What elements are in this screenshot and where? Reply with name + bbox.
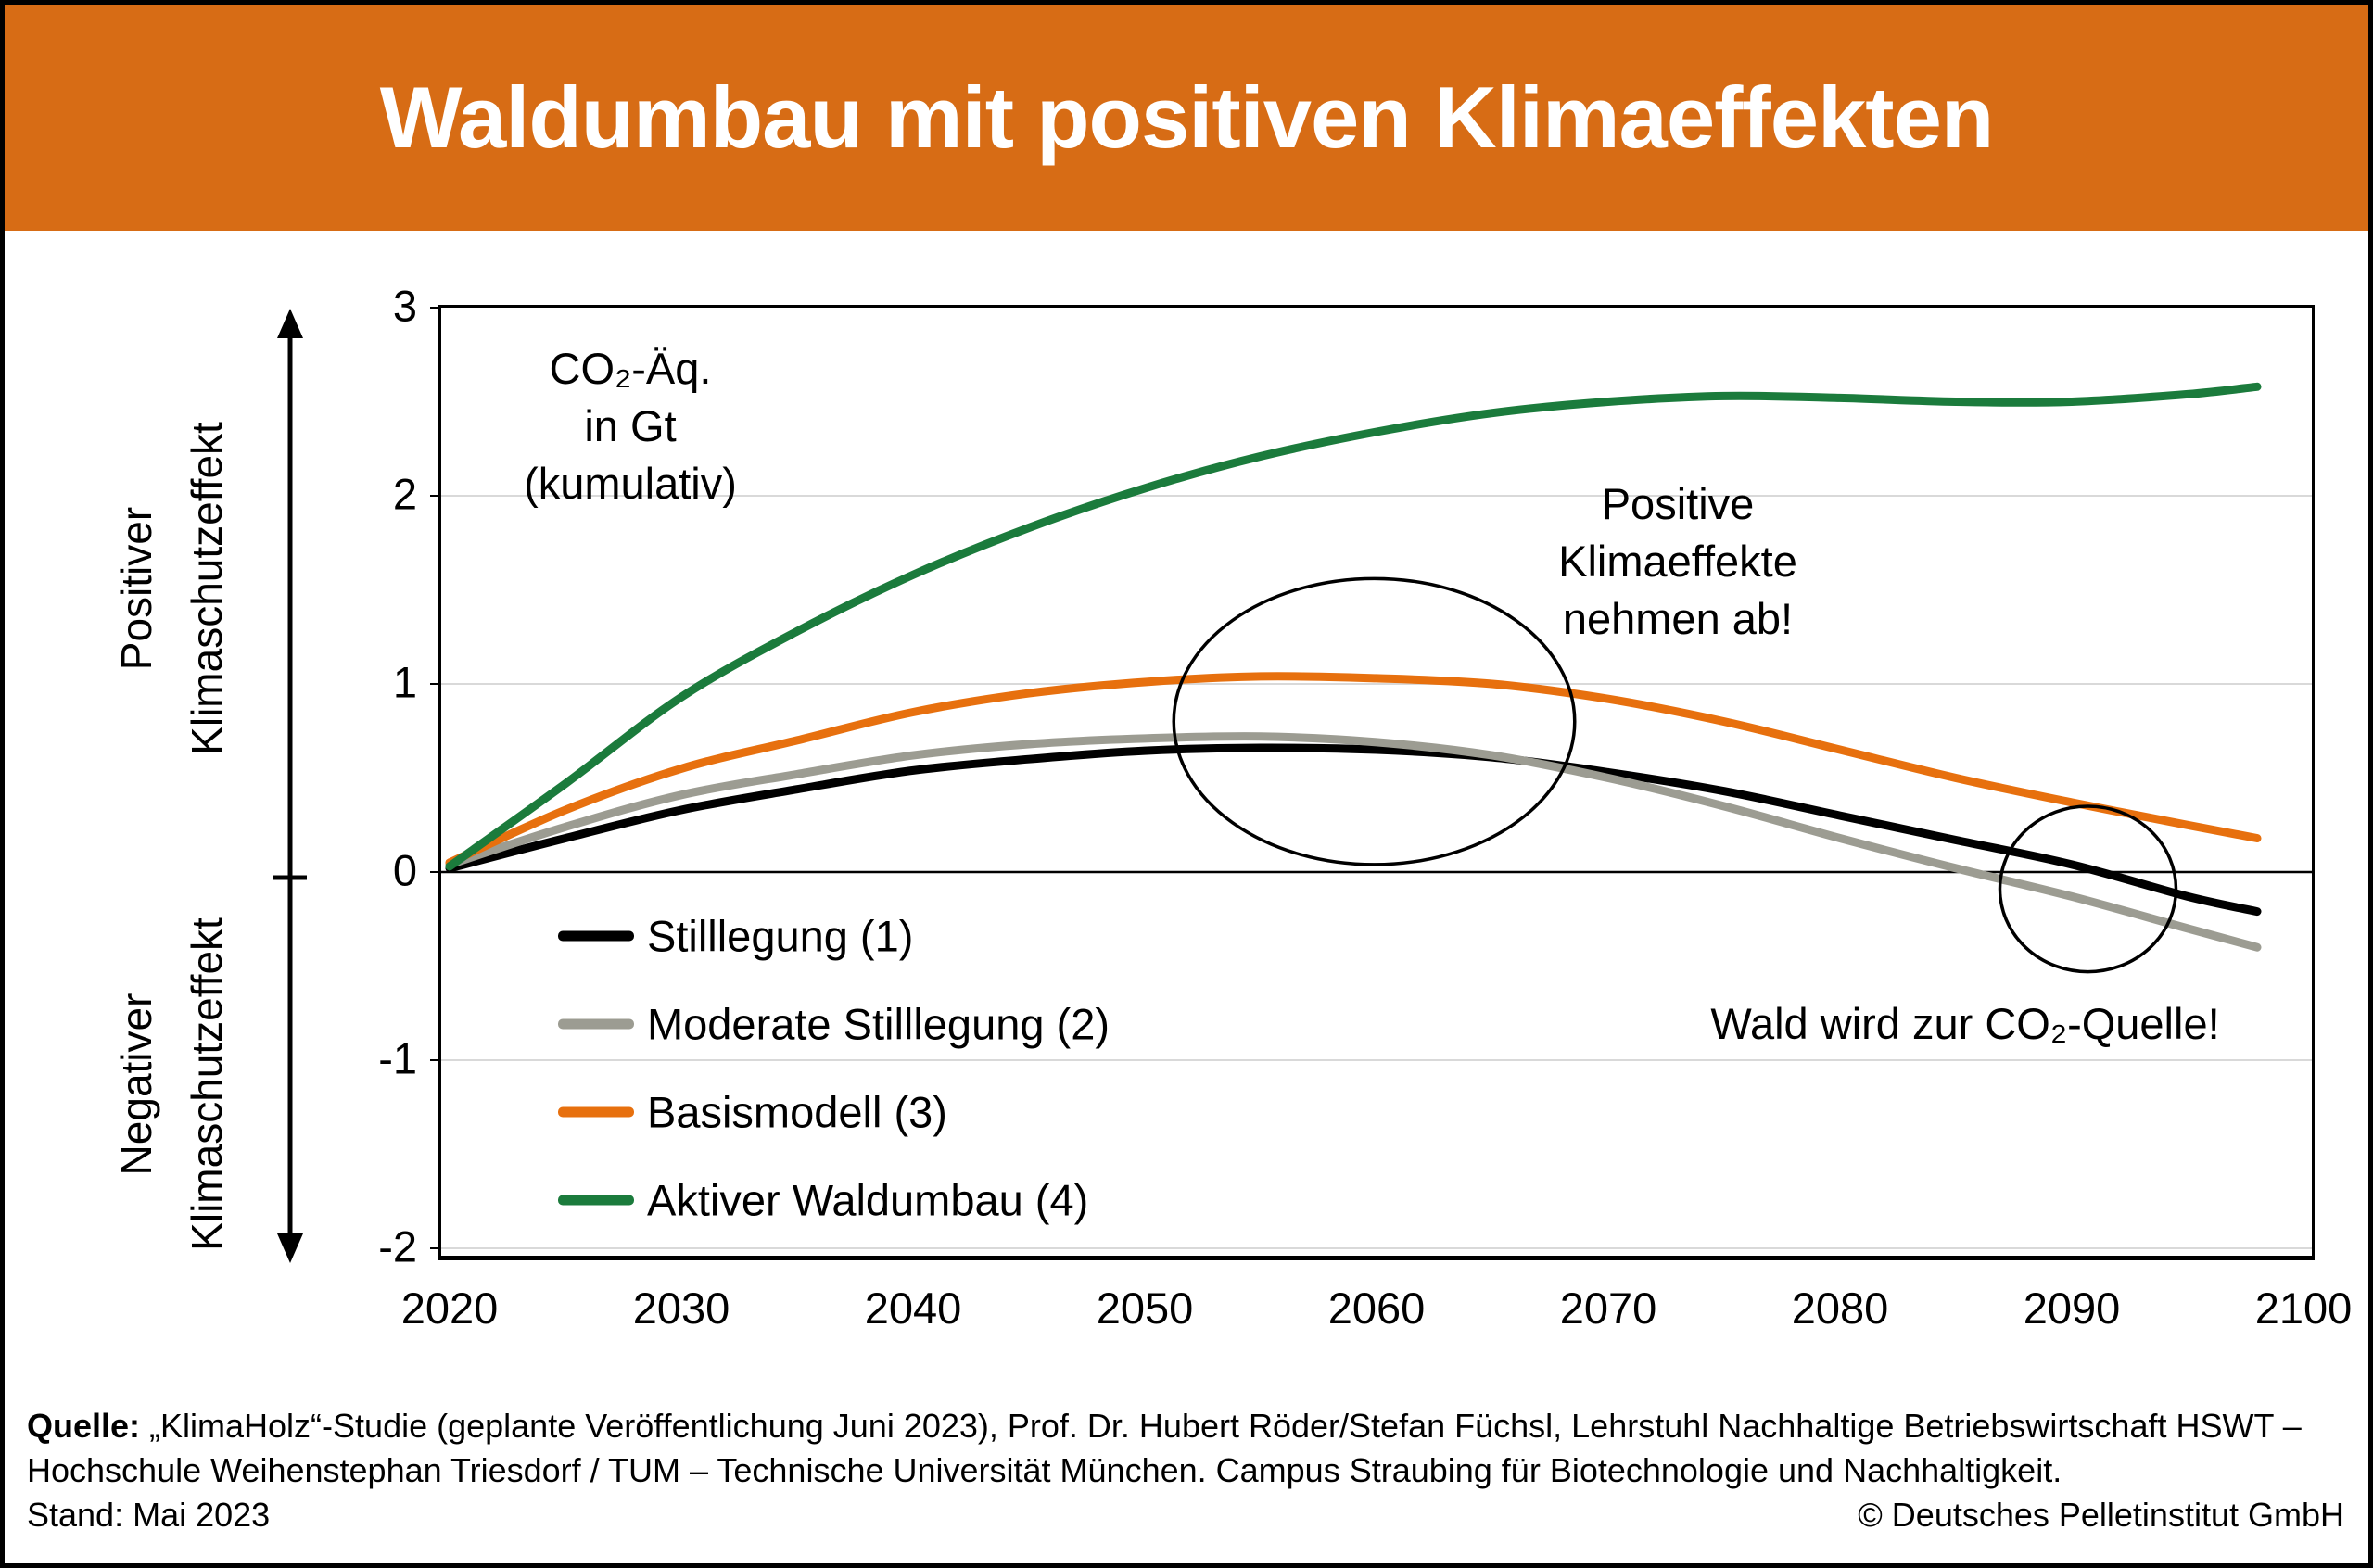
y-tick--2: -2 — [378, 1221, 417, 1271]
x-tick-2020: 2020 — [400, 1283, 499, 1333]
source-line-1: Quelle: „KlimaHolz“-Studie (geplante Ver… — [27, 1407, 2302, 1445]
x-tick-2080: 2080 — [1791, 1283, 1889, 1333]
legend-label: Basismodell (3) — [647, 1087, 947, 1137]
copyright: © Deutsches Pelletinstitut GmbH — [1858, 1496, 2344, 1534]
x-tick-2050: 2050 — [1096, 1283, 1194, 1333]
y-tickmark — [430, 1059, 441, 1061]
x-tick-2070: 2070 — [1559, 1283, 1657, 1333]
y-tickmark — [430, 871, 441, 873]
legend-label: Moderate Stilllegung (2) — [647, 999, 1110, 1049]
axis-unit-label: CO₂-Äq. in Gt (kumulativ) — [524, 344, 737, 508]
legend-item-4: Aktiver Waldumbau (4) — [558, 1179, 1088, 1222]
y-tickmark — [430, 1247, 441, 1249]
footer: Quelle: „KlimaHolz“-Studie (geplante Ver… — [27, 1404, 2344, 1537]
plot-area: CO₂-Äq. in Gt (kumulativ) Stilllegung (1) M… — [438, 305, 2315, 1260]
y-tick-1: 1 — [392, 657, 417, 707]
y-tick-2: 2 — [392, 469, 417, 519]
annotation-positive-effects: Positive Klimaeffekte nehmen ab! — [1558, 479, 1797, 644]
annotation-co2-source: Wald wird zur CO₂-Quelle! — [1710, 999, 2220, 1049]
series-line-aktiver-waldumbau-4- — [445, 382, 2262, 871]
negative-zone-label: Negativer Klimaschutzeffekt — [112, 917, 231, 1251]
x-tick-2090: 2090 — [2023, 1283, 2121, 1333]
y-tickmark — [430, 307, 441, 309]
status-date: Stand: Mai 2023 — [27, 1496, 271, 1534]
x-tick-2100: 2100 — [2254, 1283, 2353, 1333]
zero-cross-ellipse — [1998, 804, 2178, 974]
series-line-moderate-stilllegung-2- — [445, 732, 2262, 952]
legend-swatch — [558, 1106, 634, 1118]
x-tick-2040: 2040 — [864, 1283, 962, 1333]
legend-swatch — [558, 930, 634, 942]
legend-item-3: Basismodell (3) — [558, 1091, 947, 1134]
source-line-3: Stand: Mai 2023 © Deutsches Pelletinstit… — [27, 1493, 2344, 1537]
axis-direction-arrow — [273, 309, 307, 1263]
legend-item-1: Stilllegung (1) — [558, 915, 913, 958]
x-tick-2060: 2060 — [1327, 1283, 1426, 1333]
positive-zone-label: Positiver Klimaschutzeffekt — [112, 422, 231, 755]
legend-label: Stilllegung (1) — [647, 911, 914, 961]
source-line-2: Hochschule Weihenstephan Triesdorf / TUM… — [27, 1451, 2062, 1489]
legend-swatch — [558, 1195, 634, 1206]
page-title: Waldumbau mit positiven Klimaeffekten — [379, 69, 1995, 166]
y-tick-3: 3 — [392, 281, 417, 331]
y-tickmark — [430, 495, 441, 497]
legend-swatch — [558, 1018, 634, 1030]
y-tick-0: 0 — [392, 845, 417, 895]
y-tick--1: -1 — [378, 1033, 417, 1083]
series-line-stilllegung-1- — [445, 743, 2262, 917]
legend-label: Aktiver Waldumbau (4) — [647, 1175, 1089, 1225]
chart-lines — [441, 382, 2312, 1249]
y-tickmark — [430, 683, 441, 685]
legend-item-2: Moderate Stilllegung (2) — [558, 1003, 1110, 1046]
peak-ellipse — [1172, 576, 1577, 866]
x-tick-2030: 2030 — [632, 1283, 730, 1333]
header-band: Waldumbau mit positiven Klimaeffekten — [5, 5, 2368, 231]
series-line-basismodell-3- — [445, 672, 2262, 867]
